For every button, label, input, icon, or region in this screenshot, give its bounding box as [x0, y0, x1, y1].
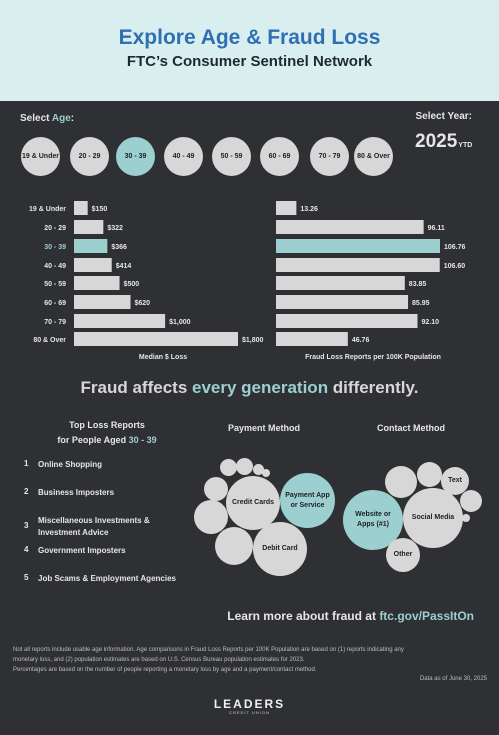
value-label: $366 — [111, 244, 127, 251]
bar-1-3 — [276, 258, 440, 272]
age-charts: 19 & Under $150 20 - 29 $322 30 - 39 $366 40 -… — [29, 201, 466, 361]
bar-0-0 — [74, 201, 88, 215]
value-label: $1,000 — [169, 319, 191, 326]
website-apps-bubble: Website or Apps (#1) — [343, 490, 403, 550]
value-label: 85.95 — [412, 300, 430, 307]
category-label: 40 - 49 — [44, 263, 66, 270]
value-label: $414 — [116, 263, 132, 270]
value-label: $500 — [124, 281, 140, 288]
value-label: 46.76 — [352, 337, 370, 344]
page-title: Explore Age & Fraud Loss — [118, 26, 381, 49]
bar-1-2 — [276, 239, 440, 253]
bar-0-1 — [74, 220, 104, 234]
value-label: 13.26 — [300, 206, 318, 213]
tagline: Fraud affects every generation different… — [80, 378, 419, 397]
value-label: $620 — [134, 300, 150, 307]
category-label: 70 - 79 — [44, 319, 66, 326]
year-selector[interactable]: 2025YTD — [415, 131, 472, 153]
age-button-20-29[interactable]: 20 - 29 — [70, 137, 109, 176]
loss-item-1: 1 Online Shopping — [24, 459, 102, 469]
axis-label-1: Fraud Loss Reports per 100K Population — [305, 354, 441, 361]
bar-0-6 — [74, 314, 166, 328]
age-button-80-over[interactable]: 80 & Over — [354, 137, 393, 176]
bar-1-0 — [276, 201, 297, 215]
bar-1-7 — [276, 332, 348, 346]
value-label: 106.76 — [444, 244, 466, 251]
value-label: $1,800 — [242, 337, 264, 344]
age-button-30-39[interactable]: 30 - 39 — [116, 137, 155, 176]
bar-0-4 — [74, 276, 120, 290]
category-label: 50 - 59 — [44, 281, 66, 288]
value-label: 83.85 — [409, 281, 427, 288]
age-button-19-under[interactable]: 19 & Under — [21, 137, 60, 176]
page-subtitle: FTC’s Consumer Sentinel Network — [126, 53, 373, 70]
bar-1-4 — [276, 276, 405, 290]
text-bubble: Text — [441, 467, 469, 495]
bar-1-6 — [276, 314, 418, 328]
bar-0-2 — [74, 239, 108, 253]
credit-cards-bubble: Credit Cards — [226, 476, 280, 530]
payment-method-title: Payment Method — [228, 423, 301, 433]
bar-1-1 — [276, 220, 424, 234]
bar-0-3 — [74, 258, 112, 272]
header-banner: Explore Age & Fraud Loss FTC’s Consumer … — [0, 0, 499, 101]
bar-1-5 — [276, 295, 409, 309]
loss-item-5: 5 Job Scams & Employment Agencies — [24, 573, 176, 583]
axis-label-0: Median $ Loss — [139, 354, 187, 361]
value-label: $150 — [92, 206, 108, 213]
learn-more-link[interactable]: Learn more about fraud at ftc.gov/PassIt… — [227, 609, 474, 623]
social-media-bubble: Social Media — [403, 488, 463, 548]
value-label: 96.11 — [428, 225, 445, 232]
category-label: 19 & Under — [29, 206, 66, 213]
bar-0-5 — [74, 295, 131, 309]
category-label: 60 - 69 — [44, 300, 66, 307]
payment-app-bubble: Payment App or Service — [280, 473, 335, 528]
select-age-label: Select Age: — [20, 113, 75, 124]
age-button-50-59[interactable]: 50 - 59 — [212, 137, 251, 176]
top-loss-title: Top Loss Reports for People Aged 30 - 39 — [57, 420, 157, 445]
value-label: 92.10 — [421, 319, 439, 326]
loss-item-3: 3 Miscellaneous Investments & Investment A… — [24, 516, 150, 537]
debit-card-bubble: Debit Card — [253, 522, 307, 576]
year-suffix: YTD — [458, 142, 473, 149]
leaders-logo: LEADERS — [213, 697, 286, 711]
category-label: 80 & Over — [33, 337, 66, 344]
loss-item-4: 4 Government Imposters — [24, 545, 126, 555]
category-label: 20 - 29 — [44, 225, 66, 232]
value-label: 106.60 — [444, 263, 466, 270]
age-button-60-69[interactable]: 60 - 69 — [260, 137, 299, 176]
contact-method-title: Contact Method — [377, 423, 445, 433]
age-button-70-79[interactable]: 70 - 79 — [310, 137, 349, 176]
year-value: 2025 — [415, 131, 458, 152]
data-as-of: Data as of June 30, 2025 — [419, 676, 487, 682]
category-label: 30 - 39 — [44, 244, 66, 251]
age-button-40-49[interactable]: 40 - 49 — [164, 137, 203, 176]
footnotes: Not all reports include usable age infor… — [13, 647, 404, 673]
select-year-label: Select Year: — [415, 111, 472, 122]
loss-item-2: 2 Business Imposters — [24, 487, 115, 497]
value-label: $322 — [107, 225, 123, 232]
other-bubble: Other — [386, 538, 420, 572]
leaders-logo-sub: CREDIT UNION — [229, 710, 270, 715]
bar-0-7 — [74, 332, 238, 346]
